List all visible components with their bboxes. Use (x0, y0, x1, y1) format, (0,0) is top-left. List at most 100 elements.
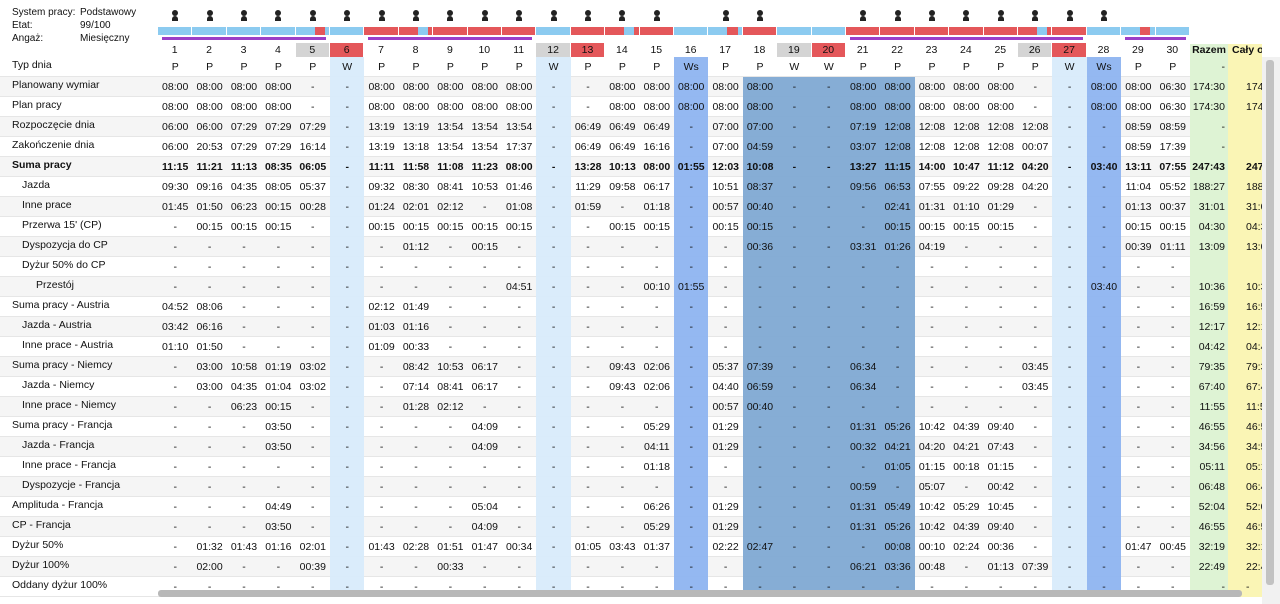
day-header[interactable]: 5 (295, 43, 329, 57)
cell[interactable]: 05:07 (918, 481, 946, 493)
cell[interactable]: - (999, 301, 1003, 313)
v-scroll-thumb[interactable] (1266, 60, 1274, 585)
cell[interactable]: - (723, 461, 728, 473)
cell[interactable]: - (311, 581, 315, 593)
day-header[interactable]: 25 (983, 43, 1017, 57)
cell[interactable]: - (689, 121, 693, 133)
cell[interactable]: 02:47 (746, 541, 774, 553)
cell[interactable]: - (895, 341, 900, 353)
cell[interactable]: - (448, 441, 453, 453)
cell[interactable]: 01:10 (162, 341, 189, 353)
cell[interactable]: - (345, 221, 349, 233)
cell[interactable]: - (655, 341, 659, 353)
cell[interactable]: 00:15 (712, 221, 739, 233)
cell[interactable]: - (207, 261, 212, 273)
cell[interactable]: - (792, 561, 797, 573)
cell[interactable]: - (345, 281, 349, 293)
cell[interactable]: - (1171, 441, 1175, 453)
cell[interactable]: - (311, 461, 315, 473)
cell[interactable]: - (173, 221, 177, 233)
cell[interactable]: W (789, 61, 800, 73)
cell[interactable]: 00:10 (643, 281, 670, 293)
cell[interactable]: 03:40 (1090, 281, 1118, 293)
cell[interactable]: 08:42 (402, 361, 430, 373)
cell[interactable]: - (689, 581, 693, 593)
cell[interactable]: - (827, 521, 831, 533)
day-header[interactable]: 27 (1052, 43, 1086, 57)
cell[interactable]: 08:00 (953, 101, 980, 113)
cell[interactable]: - (311, 261, 315, 273)
cell[interactable]: - (1171, 561, 1175, 573)
cell[interactable]: - (586, 401, 590, 413)
day-header[interactable]: 22 (880, 43, 914, 57)
day-header[interactable]: 3 (226, 43, 261, 57)
cell[interactable]: - (551, 101, 556, 113)
cell[interactable]: - (345, 441, 349, 453)
cell[interactable]: - (930, 341, 934, 353)
cell[interactable]: - (483, 261, 487, 273)
cell[interactable]: - (551, 321, 556, 333)
cell[interactable]: - (551, 181, 556, 193)
cell[interactable]: - (792, 521, 797, 533)
cell[interactable]: - (345, 101, 349, 113)
cell[interactable]: - (517, 361, 521, 373)
cell[interactable]: 05:29 (643, 521, 670, 533)
cell[interactable]: - (964, 241, 969, 253)
cell[interactable]: - (517, 381, 521, 393)
cell[interactable]: - (345, 521, 349, 533)
cell[interactable]: 04:19 (918, 241, 946, 253)
cell[interactable]: - (827, 581, 831, 593)
cell[interactable]: - (895, 321, 900, 333)
cell[interactable]: - (1102, 361, 1106, 373)
cell[interactable]: 06:17 (471, 361, 498, 373)
cell[interactable]: - (999, 261, 1003, 273)
cell[interactable]: 13:19 (368, 121, 395, 133)
cell[interactable]: 11:21 (196, 161, 223, 173)
cell[interactable]: - (242, 321, 246, 333)
cell[interactable]: 00:15 (918, 221, 946, 233)
cell[interactable]: - (311, 401, 315, 413)
day-header[interactable]: 29 (1121, 43, 1155, 57)
cell[interactable]: - (930, 261, 934, 273)
cell[interactable]: - (173, 281, 177, 293)
cell[interactable]: - (861, 401, 865, 413)
cell[interactable]: 01:11 (1160, 241, 1186, 253)
cell[interactable]: 09:58 (609, 181, 636, 193)
cell[interactable]: - (345, 381, 349, 393)
cell[interactable]: W (548, 61, 559, 73)
cell[interactable]: 00:10 (918, 541, 946, 553)
cell[interactable]: - (1102, 321, 1106, 333)
cell[interactable]: - (311, 281, 315, 293)
cell[interactable]: 13:27 (849, 161, 877, 173)
cell[interactable]: 00:08 (884, 541, 911, 553)
cell[interactable]: - (1171, 461, 1175, 473)
cell[interactable]: 09:32 (368, 181, 395, 193)
cell[interactable]: - (414, 501, 418, 513)
cell[interactable]: - (758, 481, 762, 493)
cell[interactable]: - (964, 561, 969, 573)
cell[interactable]: - (207, 521, 212, 533)
day-header[interactable]: 4 (261, 43, 295, 57)
cell[interactable]: - (173, 461, 177, 473)
cell[interactable]: - (792, 81, 797, 93)
cell[interactable]: 06:05 (299, 161, 327, 173)
cell[interactable]: 08:00 (471, 81, 498, 93)
cell[interactable]: 07:29 (265, 121, 292, 133)
day-header[interactable]: 21 (846, 43, 880, 57)
cell[interactable]: - (655, 581, 659, 593)
cell[interactable]: 12:08 (918, 121, 946, 133)
cell[interactable]: - (242, 501, 246, 513)
cell[interactable]: 06:17 (471, 381, 498, 393)
cell[interactable]: 01:05 (574, 541, 602, 553)
cell[interactable]: 00:15 (1125, 221, 1152, 233)
cell[interactable]: 00:40 (746, 201, 774, 213)
cell[interactable]: 08:00 (1125, 81, 1152, 93)
cell[interactable]: - (483, 461, 487, 473)
cell[interactable]: - (792, 341, 797, 353)
cell[interactable]: - (551, 481, 556, 493)
cell[interactable]: 08:06 (196, 301, 223, 313)
cell[interactable]: - (689, 141, 693, 153)
cell[interactable]: - (414, 521, 418, 533)
cell[interactable]: - (861, 341, 865, 353)
cell[interactable]: 13:54 (471, 121, 498, 133)
